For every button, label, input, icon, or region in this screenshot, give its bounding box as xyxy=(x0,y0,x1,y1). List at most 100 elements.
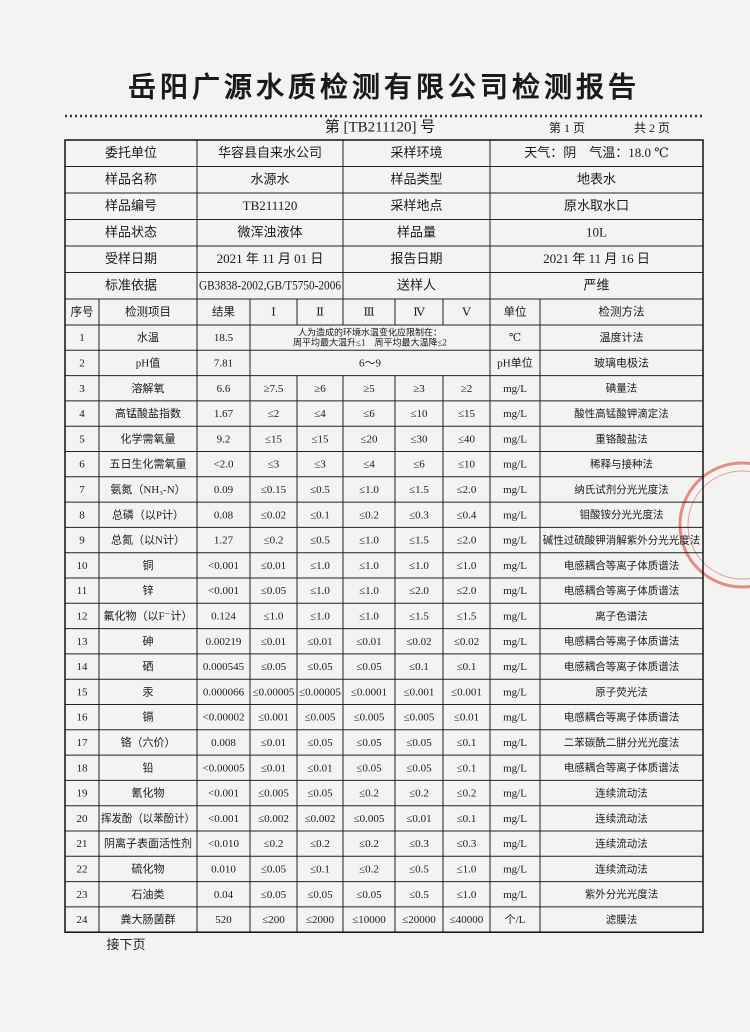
cell: ≤40 xyxy=(458,433,476,445)
cell: 锌 xyxy=(143,583,154,597)
merged-limit: 6～9 xyxy=(359,357,381,369)
continued-note: 接下页 xyxy=(106,937,145,952)
cell: 硒 xyxy=(143,660,154,673)
cell: 22 xyxy=(77,863,88,875)
seal-stamp-inner xyxy=(687,470,750,580)
cell: <0.001 xyxy=(208,813,239,825)
info-value: TB211120 xyxy=(243,198,298,213)
cell: ≤0.01 xyxy=(356,636,381,648)
cell: ≤0.00005 xyxy=(253,686,295,698)
cell: ≤0.05 xyxy=(307,889,333,901)
cell: ≤0.001 xyxy=(451,686,482,698)
cell: ≤0.3 xyxy=(409,838,429,850)
cell: ≤0.02 xyxy=(261,509,286,521)
cell: ≤0.5 xyxy=(409,889,429,901)
cell: ≤15 xyxy=(458,408,476,420)
cell: 纳氏试剂分光光度法 xyxy=(574,483,669,496)
cell: 10 xyxy=(77,560,89,572)
cell: ≤0.5 xyxy=(310,535,330,547)
cell: 原子荧光法 xyxy=(595,685,648,698)
cell: ≤1.5 xyxy=(409,535,429,547)
cell: 18 xyxy=(77,762,89,774)
cell: <2.0 xyxy=(214,459,234,471)
cell: 温度计法 xyxy=(600,330,644,344)
cell: ≤15 xyxy=(311,433,329,445)
cell: 11 xyxy=(77,585,88,597)
column-header: 结果 xyxy=(212,306,235,319)
cell: ≤0.02 xyxy=(406,636,431,648)
report-number: 第 [TB211120] 号 xyxy=(325,117,436,135)
cell: 总磷（以P计） xyxy=(112,507,184,521)
cell: ≤0.2 xyxy=(264,838,284,850)
info-value: GB3838-2002,GB/T5750-2006 xyxy=(199,278,341,293)
page-number: 第 1 页 xyxy=(549,121,585,135)
cell: 个/L xyxy=(505,913,526,926)
cell: 汞 xyxy=(143,686,154,698)
cell: mg/L xyxy=(503,712,527,724)
cell: 0.010 xyxy=(211,863,236,875)
cell: 23 xyxy=(77,889,89,901)
cell: 1 xyxy=(79,332,85,344)
cell: 稀释与接种法 xyxy=(590,458,653,471)
info-label: 报告日期 xyxy=(390,251,442,266)
cell: 总氮（以N计） xyxy=(111,533,185,547)
cell: mg/L xyxy=(503,408,527,420)
cell: 阴离子表面活性剂 xyxy=(104,836,192,850)
cell: 酸性高锰酸钾滴定法 xyxy=(574,407,669,420)
cell: <0.00002 xyxy=(203,712,245,724)
cell: 钼酸铵分光光度法 xyxy=(580,508,664,521)
cell: ≤0.05 xyxy=(356,737,382,749)
cell: 连续流动法 xyxy=(595,786,648,799)
cell: 化学需氧量 xyxy=(121,431,176,445)
cell: ≤0.05 xyxy=(261,661,287,673)
cell: 8 xyxy=(79,509,85,521)
cell: ≤0.1 xyxy=(457,661,477,673)
cell: 高锰酸盐指数 xyxy=(115,406,181,420)
cell: ≤0.05 xyxy=(307,788,333,800)
cell: ≥3 xyxy=(413,383,425,395)
page-total: 共 2 页 xyxy=(634,121,670,135)
cell: ≤0.05 xyxy=(307,737,333,749)
cell: mg/L xyxy=(503,762,527,774)
cell: ≤0.2 xyxy=(359,509,379,521)
info-label: 送样人 xyxy=(397,278,436,293)
info-label: 采样环境 xyxy=(390,145,442,160)
cell: 连续流动法 xyxy=(595,837,648,850)
info-label: 委托单位 xyxy=(105,145,157,160)
cell: 21 xyxy=(77,838,88,850)
cell: ≤2.0 xyxy=(457,535,477,547)
cell: 滤膜法 xyxy=(606,913,638,926)
cell: 重铬酸盐法 xyxy=(595,432,648,445)
cell: ≤0.05 xyxy=(356,889,382,901)
info-value: 水源水 xyxy=(250,172,289,187)
cell: 连续流动法 xyxy=(595,812,648,825)
cell: 0.08 xyxy=(214,509,234,521)
cell: ≤0.001 xyxy=(404,686,435,698)
cell: <0.001 xyxy=(208,788,239,800)
info-label: 样品名称 xyxy=(105,172,157,187)
cell: pH值 xyxy=(136,356,160,369)
info-label: 样品编号 xyxy=(105,198,157,213)
cell: <0.00005 xyxy=(203,762,245,774)
cell: mg/L xyxy=(503,610,527,622)
cell: 7 xyxy=(79,484,85,496)
cell: ≤6 xyxy=(363,408,375,420)
info-value: 微浑浊液体 xyxy=(237,225,302,240)
cell: ≤20 xyxy=(360,433,378,445)
cell: ≤0.3 xyxy=(409,509,429,521)
cell: mg/L xyxy=(503,484,527,496)
cell: 氟化物（以F⁻计） xyxy=(104,608,193,622)
cell: ≤2000 xyxy=(306,914,335,926)
column-header: Ⅰ xyxy=(271,307,276,319)
cell: ≤0.1 xyxy=(457,813,477,825)
cell: 13 xyxy=(77,636,89,648)
cell: 二苯碳酰二肼分光光度法 xyxy=(564,736,680,749)
seal-stamp xyxy=(678,461,750,589)
cell: ≤0.01 xyxy=(261,737,286,749)
cell: ≤0.1 xyxy=(409,661,429,673)
cell: ≤0.3 xyxy=(457,838,477,850)
cell: ≤0.2 xyxy=(409,788,429,800)
cell: 0.000545 xyxy=(203,661,245,673)
cell: ≤10 xyxy=(410,408,428,420)
cell: 电感耦合等离子体质谱法 xyxy=(564,635,680,648)
